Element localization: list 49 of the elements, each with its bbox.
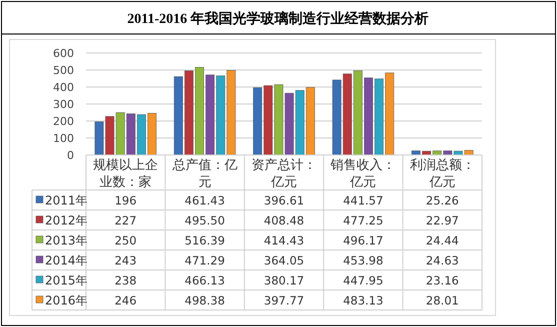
data-label: 250 (114, 234, 137, 248)
data-label: 498.38 (184, 294, 225, 308)
data-label: 22.97 (426, 214, 459, 228)
y-tick-label: 0 (67, 149, 74, 162)
y-tick-label: 300 (53, 98, 74, 111)
data-label: 380.17 (264, 274, 304, 288)
data-label: 364.05 (264, 254, 304, 268)
data-label: 466.13 (184, 274, 225, 288)
x-tick-label: 总产值：亿元 (171, 158, 238, 190)
legend-label: 2015年 (45, 274, 88, 288)
data-label: 196 (114, 194, 137, 208)
x-tick-label: 资产总计：亿元 (252, 158, 316, 190)
x-tick-label: 销售收入：亿元 (330, 158, 396, 190)
chart-title: 2011-2016 年我国光学玻璃制造行业经营数据分析 (127, 10, 429, 27)
data-label: 453.98 (343, 254, 384, 268)
data-label: 483.13 (343, 294, 384, 308)
y-tick-label: 100 (53, 132, 74, 145)
data-label: 471.29 (184, 254, 225, 268)
data-label: 243 (114, 254, 137, 268)
legend-label: 2012年 (45, 214, 88, 228)
legend-label: 2013年 (45, 234, 88, 248)
data-label: 227 (114, 214, 137, 228)
data-label: 397.77 (264, 294, 304, 308)
legend-label: 2011年 (45, 194, 88, 208)
data-label: 495.50 (184, 214, 225, 228)
x-tick-label: 规模以上企业数：家 (93, 158, 158, 190)
data-label: 28.01 (426, 294, 459, 308)
legend-label: 2014年 (45, 254, 88, 268)
data-label: 461.43 (184, 194, 225, 208)
y-tick-label: 200 (53, 115, 74, 128)
data-label: 246 (114, 294, 137, 308)
data-label: 25.26 (426, 194, 459, 208)
data-label: 408.48 (264, 214, 304, 228)
data-label: 24.44 (426, 234, 459, 248)
y-tick-label: 500 (53, 64, 74, 77)
data-label: 496.17 (343, 234, 384, 248)
x-tick-label: 利润总额：亿元 (410, 158, 475, 190)
y-tick-label: 400 (53, 81, 74, 94)
data-label: 441.57 (343, 194, 384, 208)
data-label: 238 (114, 274, 137, 288)
y-tick-label: 600 (53, 47, 74, 60)
data-label: 516.39 (184, 234, 225, 248)
data-label: 396.61 (264, 194, 304, 208)
data-label: 23.16 (426, 274, 459, 288)
data-label: 414.43 (264, 234, 304, 248)
data-label: 477.25 (343, 214, 384, 228)
data-label: 447.95 (343, 274, 384, 288)
data-label: 24.63 (426, 254, 459, 268)
legend-label: 2016年 (45, 294, 88, 308)
